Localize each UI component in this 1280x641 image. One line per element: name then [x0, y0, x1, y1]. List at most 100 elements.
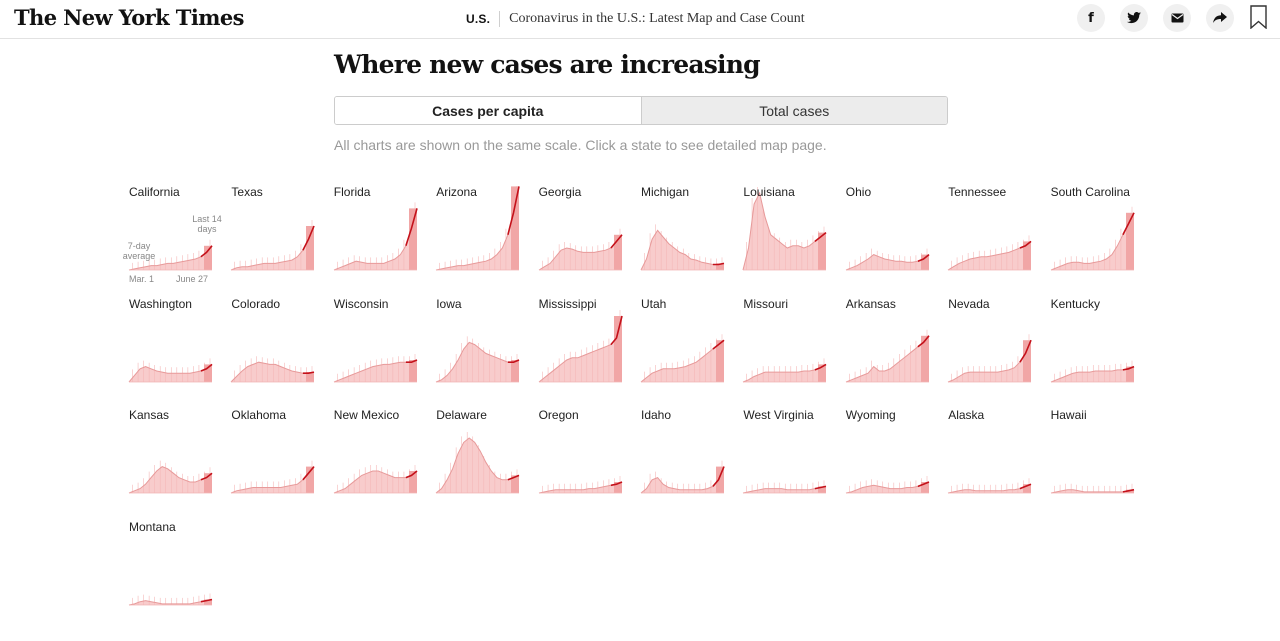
area-7-day-average: [231, 226, 315, 270]
state-panel-iowa[interactable]: Iowa: [436, 297, 532, 408]
state-panel-ohio[interactable]: Ohio: [845, 186, 942, 296]
recent-trend-line: [200, 472, 213, 481]
state-chart: [845, 248, 930, 271]
share-icon[interactable]: [1206, 4, 1234, 32]
area-7-day-average: [129, 599, 212, 605]
state-name: Kansas: [129, 408, 170, 422]
state-panel-nevada[interactable]: Nevada: [948, 297, 1044, 408]
seven-day-average-label: 7-day average: [122, 241, 156, 261]
state-chart: [333, 202, 418, 271]
state-panel-mississippi[interactable]: Mississippi: [538, 297, 635, 408]
twitter-icon[interactable]: [1120, 4, 1148, 32]
recent-14-day-band: [920, 254, 929, 270]
article-headline: Coronavirus in the U.S.: Latest Map and …: [509, 11, 805, 26]
area-7-day-average: [743, 193, 827, 270]
average-line: [742, 191, 827, 271]
area-7-day-average: [333, 359, 417, 382]
recent-14-day-band: [306, 466, 315, 493]
average-line: [845, 334, 930, 382]
start-date-label: Mar. 1: [129, 274, 155, 284]
state-panel-tennessee[interactable]: Tennessee: [947, 186, 1044, 296]
average-line: [845, 481, 929, 494]
average-line: [948, 339, 1032, 382]
state-panel-michigan[interactable]: Michigan: [640, 186, 737, 296]
state-name: New Mexico: [333, 408, 400, 422]
area-7-day-average: [333, 471, 417, 493]
state-panel-georgia[interactable]: Georgia: [538, 186, 635, 296]
state-panel-new-mexico[interactable]: New Mexico: [333, 408, 430, 519]
recent-14-day-band: [511, 359, 520, 382]
state-name: Arkansas: [845, 296, 896, 311]
recent-14-day-band: [306, 371, 315, 382]
area-7-day-average: [129, 466, 212, 493]
area-7-day-average: [333, 208, 417, 270]
recent-14-day-band: [920, 482, 929, 493]
recent-trend-line: [507, 474, 520, 481]
state-panel-wisconsin[interactable]: Wisconsin: [333, 296, 430, 408]
average-line: [435, 437, 520, 494]
toggle-cases-per-capita[interactable]: Cases per capita: [335, 97, 641, 124]
state-panel-louisiana[interactable]: Louisiana: [742, 186, 839, 296]
state-panel-west-virginia[interactable]: West Virginia: [743, 409, 839, 519]
average-line: [845, 254, 930, 271]
average-line: [948, 483, 1032, 494]
state-panel-delaware[interactable]: Delaware: [435, 408, 532, 519]
state-chart: [743, 480, 827, 494]
state-chart: [435, 432, 520, 494]
breadcrumb-divider: [499, 11, 501, 27]
state-panel-california[interactable]: California: [128, 186, 225, 296]
state-panel-colorado[interactable]: Colorado: [231, 297, 327, 408]
state-panel-arizona[interactable]: Arizona: [436, 186, 532, 296]
state-panel-kansas[interactable]: Kansas: [128, 408, 225, 519]
area-7-day-average: [538, 234, 622, 270]
recent-14-day-band: [716, 339, 724, 382]
average-line: [231, 225, 315, 271]
recent-14-day-band: [1023, 484, 1032, 493]
recent-14-day-band: [1023, 241, 1032, 270]
bookmark-icon[interactable]: [1250, 5, 1267, 29]
state-panel-idaho[interactable]: Idaho: [640, 409, 737, 519]
state-panel-arkansas[interactable]: Arkansas: [845, 296, 942, 408]
state-panel-texas[interactable]: Texas: [231, 186, 327, 296]
recent-14-day-band: [716, 466, 724, 493]
state-panel-wyoming[interactable]: Wyoming: [845, 409, 942, 519]
state-name: Utah: [641, 296, 667, 311]
recent-trend-line: [405, 470, 418, 479]
recent-14-day-band: [204, 245, 212, 270]
state-panel-washington[interactable]: Washington: [128, 297, 225, 408]
state-panel-hawaii[interactable]: Hawaii: [1050, 409, 1147, 519]
area-7-day-average: [231, 361, 315, 382]
area-7-day-average: [641, 339, 724, 382]
area-7-day-average: [641, 230, 724, 270]
email-icon[interactable]: [1163, 4, 1191, 32]
state-panel-florida[interactable]: Florida: [333, 186, 430, 296]
recent-14-day-band: [511, 186, 520, 270]
recent-14-day-band: [1125, 212, 1134, 270]
state-name: Delaware: [436, 408, 487, 422]
state-chart: [538, 228, 623, 271]
state-panel-oregon[interactable]: Oregon: [538, 409, 635, 519]
state-panel-south-carolina[interactable]: South Carolina: [1050, 186, 1147, 296]
toggle-total-cases[interactable]: Total cases: [640, 97, 947, 124]
recent-14-day-band: [818, 232, 827, 270]
state-panel-montana[interactable]: Montana: [128, 520, 225, 631]
state-panel-oklahoma[interactable]: Oklahoma: [231, 409, 327, 519]
recent-trend-line: [302, 466, 316, 481]
state-panel-alaska[interactable]: Alaska: [948, 409, 1044, 519]
recent-trend-line: [200, 598, 213, 602]
recent-trend-line: [814, 363, 827, 371]
recent-trend-line: [405, 358, 418, 363]
state-panel-kentucky[interactable]: Kentucky: [1050, 297, 1147, 408]
nyt-logo[interactable]: The New York Times: [14, 5, 244, 30]
area-7-day-average: [845, 254, 929, 270]
recent-trend-line: [917, 253, 930, 262]
state-panel-missouri[interactable]: Missouri: [743, 297, 839, 408]
recent-trend-line: [609, 234, 623, 249]
average-line: [640, 466, 725, 494]
recent-trend-line: [917, 481, 930, 488]
state-name: Wisconsin: [333, 296, 389, 311]
state-panel-utah[interactable]: Utah: [640, 296, 737, 408]
facebook-icon[interactable]: f: [1077, 4, 1105, 32]
recent-trend-line: [814, 231, 827, 243]
section-link[interactable]: U.S.: [466, 12, 491, 26]
